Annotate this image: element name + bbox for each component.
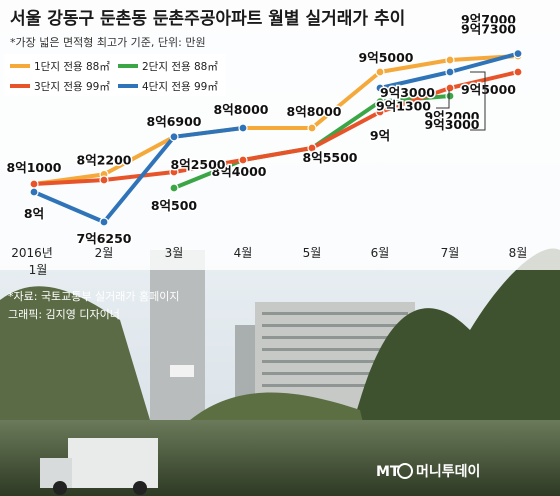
x-tick-label: 7월 [441,246,460,260]
data-label: 9억 [370,128,390,143]
data-point [445,83,455,93]
legend-label: 2단지 전용 88㎡ [142,61,218,73]
chart-title: 서울 강동구 둔촌동 둔촌주공아파트 월별 실거래가 추이 [10,9,405,29]
data-point [375,83,385,93]
data-labels: 8억1000 8억2200 8억8000 9억5000 9억7000 8억500 8억400… [5,11,518,248]
data-point [99,217,109,227]
data-point [513,67,523,77]
data-label: 8억2500 [171,157,226,172]
x-tick-label: 6월 [371,246,390,260]
x-tick-label: 3월 [165,246,184,260]
legend-item-s3: 3단지 전용 99㎡ [10,81,110,93]
data-label: 9억7300 [461,22,516,37]
chart-subtitle: *가장 넓은 면적형 최고가 기준, 단위: 만원 [10,36,206,49]
x-tick-label: 2월 [95,246,114,260]
data-point [238,123,248,133]
legend-item-s1: 1단지 전용 88㎡ [10,61,110,73]
data-label: 8억1000 [7,160,62,175]
data-point [169,183,179,193]
data-label: 8억5500 [303,150,358,165]
legend-label: 1단지 전용 88㎡ [34,61,110,73]
data-label: 9억5000 [359,50,414,65]
data-point [375,96,385,107]
legend: 1단지 전용 88㎡ 2단지 전용 88㎡ 3단지 전용 99㎡ 4단지 전용 … [4,54,226,96]
data-label: 8억2200 [77,152,132,167]
data-label: 9억2000 [425,109,480,124]
leader-lines [436,71,486,131]
data-point [307,123,317,133]
data-point [307,143,317,153]
data-label: 8억6900 [147,114,202,129]
legend-item-s4: 4단지 전용 99㎡ [118,81,218,93]
data-label: 9억5000 [461,82,516,97]
credit-note: 그래픽: 김지영 디자이너 [8,308,120,321]
data-point [513,48,523,59]
data-label: 9억3000 [425,117,480,132]
brand-name: 머니투데이 [416,463,480,480]
data-point [375,107,385,117]
data-label: 8억4000 [212,164,267,179]
data-label: 8억500 [151,198,198,213]
series-line [32,70,520,186]
data-point [445,55,455,65]
data-point [29,187,39,197]
x-tick-label: 4월 [234,246,253,260]
data-point [445,67,455,77]
series-line [32,126,245,224]
brand-mt: MT [376,464,400,480]
data-label: 9억7000 [461,12,516,27]
data-point [375,67,385,77]
data-label: 8억 [24,206,44,221]
brand-logo: MT 머니투데이 [376,463,480,480]
data-label: 8억8000 [214,102,269,117]
data-label: 9억1300 [376,99,431,114]
x-tick-label: 8월 [509,246,528,260]
x-tick-label: 5월 [303,246,322,260]
chart-panel [0,0,560,270]
legend-label: 3단지 전용 99㎡ [34,81,110,93]
data-label: 8억8000 [287,104,342,119]
x-tick-label: 2016년 1월 [11,246,53,277]
data-label: 9억3000 [380,85,435,100]
data-point [445,91,455,101]
legend-label: 4단지 전용 99㎡ [142,81,218,93]
source-note: *자료: 국토교통부 실거래가 홈페이지 [8,289,180,303]
series-line [32,54,520,186]
x-axis-ticks: 2016년 1월 2월 3월 4월 5월 6월 7월 8월 [11,246,527,277]
data-label: 7억6250 [77,231,132,246]
data-point [238,155,248,165]
data-point [169,132,179,142]
series-lines [29,48,523,227]
data-point [99,175,109,185]
data-point [169,167,179,177]
data-point [29,179,39,189]
legend-item-s2: 2단지 전용 88㎡ [118,61,218,73]
